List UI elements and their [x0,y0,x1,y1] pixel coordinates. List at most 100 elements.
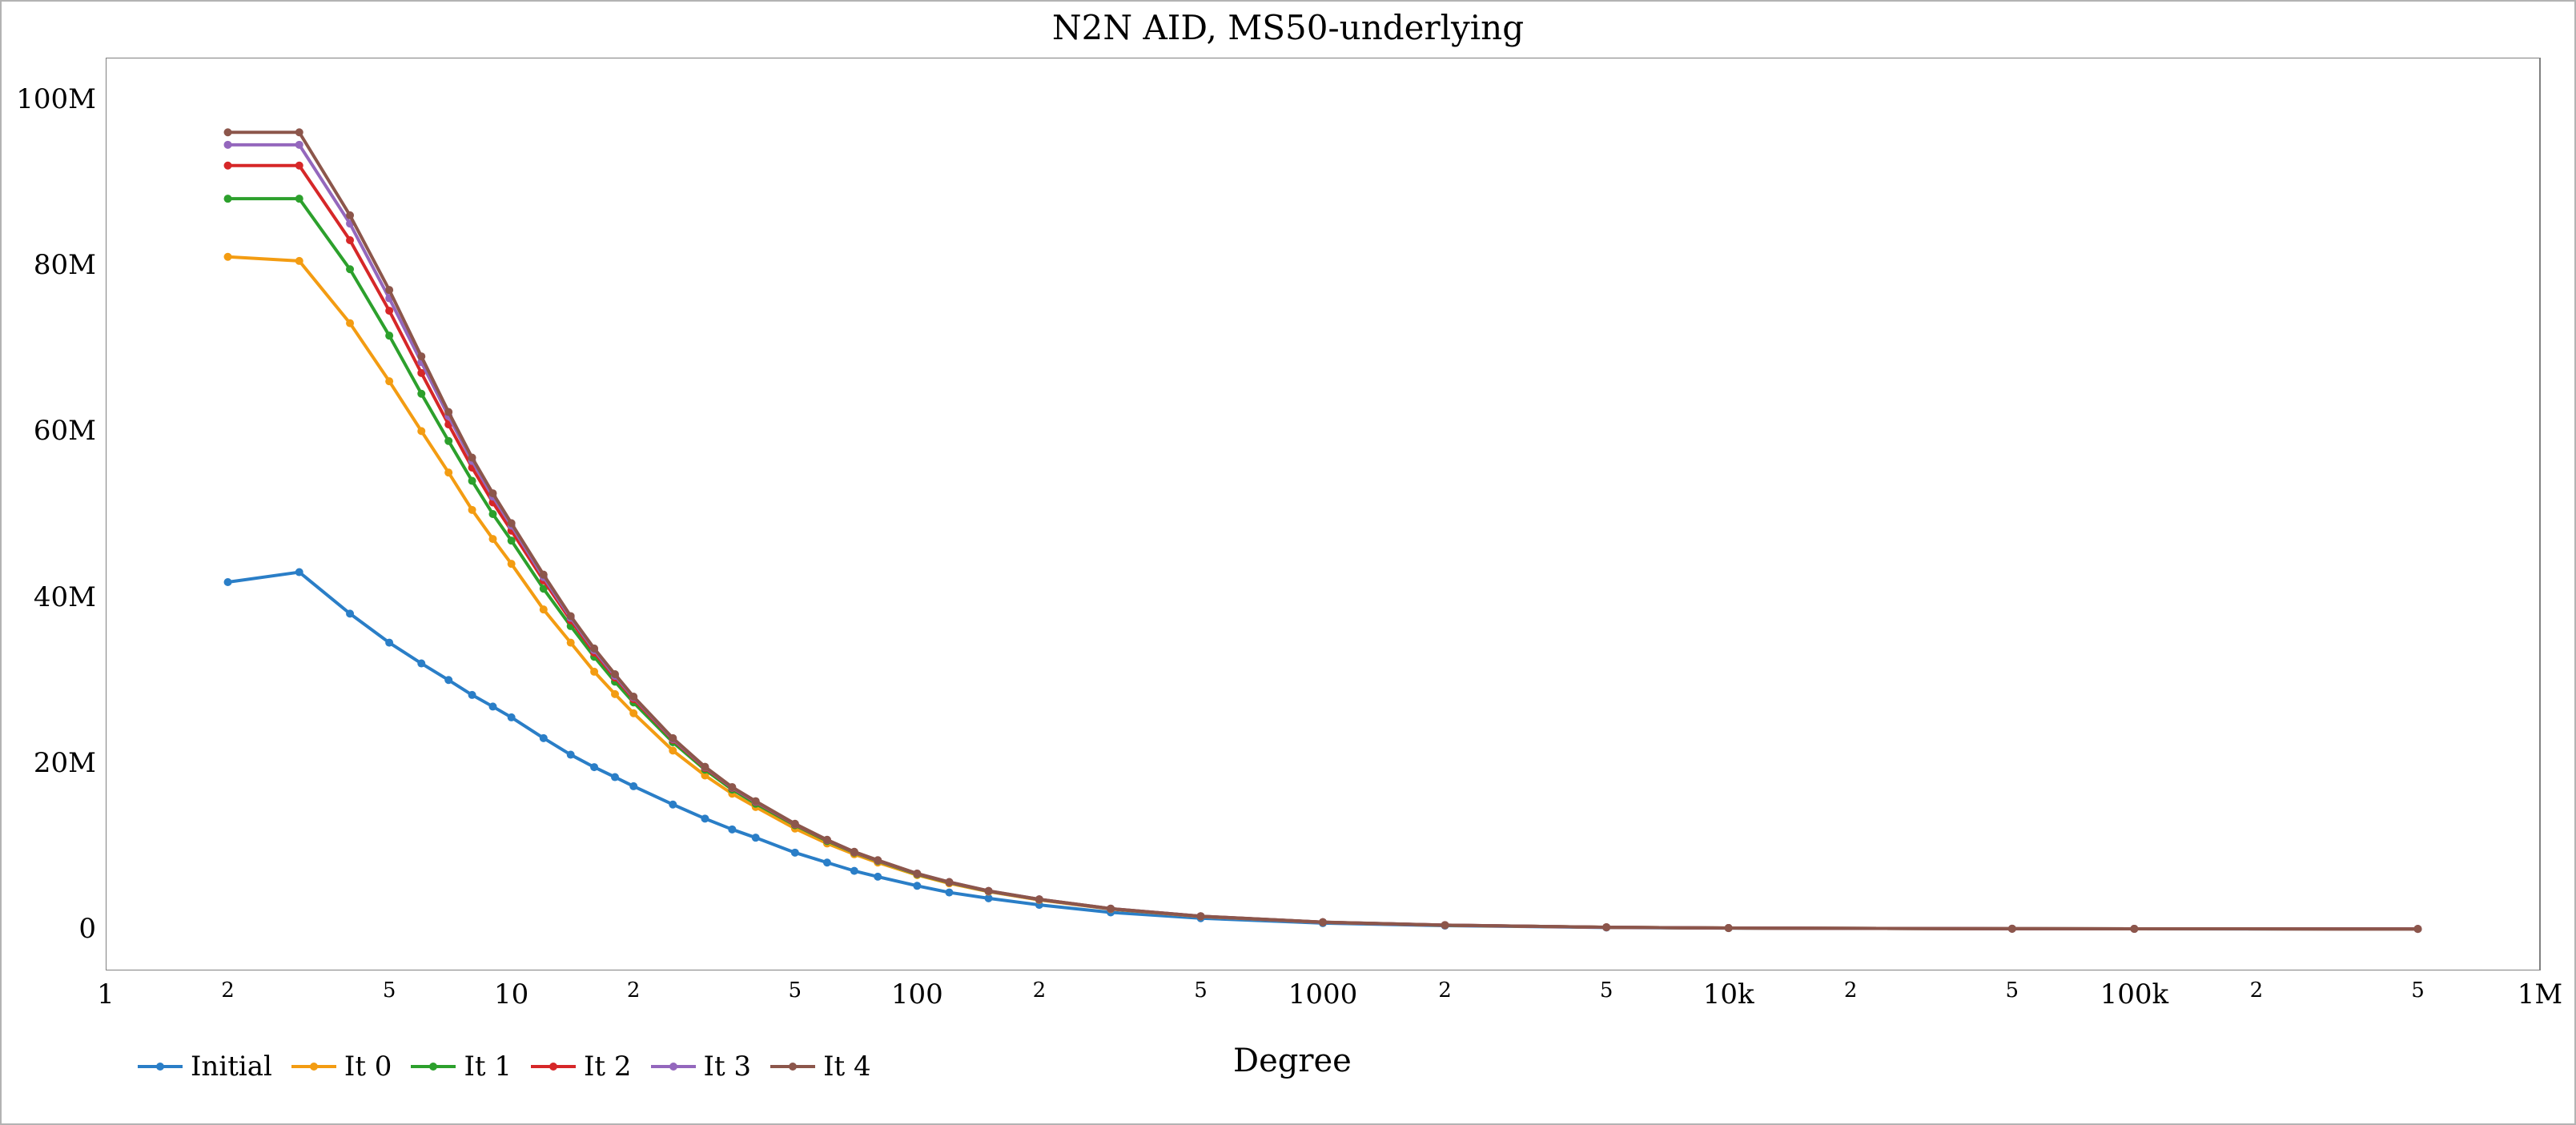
series-marker [468,506,476,514]
x-tick-label: 10 [494,978,528,1010]
series-marker [224,195,232,203]
legend-swatch [651,1059,696,1075]
legend-label: Initial [191,1051,272,1083]
series-marker [791,849,799,857]
plot-area: 020M40M60M80M100M110100100010k100k1M2525… [106,58,2540,970]
series-marker [629,709,637,717]
series-line [228,199,2418,929]
series-marker [224,128,232,136]
legend-label: It 0 [344,1051,392,1083]
legend-item: It 4 [770,1051,871,1083]
series-marker [488,702,496,710]
series-marker [540,605,548,613]
chart-title: N2N AID, MS50-underlying [2,8,2574,47]
series-marker [346,236,354,244]
x-tick-label-minor: 5 [1194,978,1208,1002]
series-marker [1725,924,1733,932]
series-marker [385,377,393,385]
series-marker [590,763,598,771]
series-marker [346,609,354,617]
x-tick-label: 1000 [1288,978,1358,1010]
series-marker [669,734,677,742]
x-tick-label-minor: 2 [1438,978,1452,1002]
legend-swatch [291,1059,336,1075]
series-marker [1602,923,1610,931]
legend-item: It 0 [291,1051,392,1083]
series-marker [850,867,858,875]
legend-item: It 1 [411,1051,512,1083]
series-marker [417,660,425,668]
series-marker [2130,925,2138,933]
series-marker [752,834,760,842]
series-marker [611,690,619,698]
y-tick-label: 0 [78,913,96,945]
x-tick-label-minor: 2 [2250,978,2264,1002]
legend-label: It 4 [823,1051,871,1083]
x-tick-label-minor: 2 [1033,978,1047,1002]
series-marker [752,798,760,806]
x-tick-label: 1M [2518,978,2562,1010]
series-marker [669,801,677,809]
series-marker [2008,925,2016,933]
series-marker [945,878,953,886]
x-tick-label-minor: 2 [221,978,235,1002]
y-tick-label: 80M [34,249,96,281]
series-marker [488,489,496,497]
series-marker [468,454,476,462]
series-layer [106,58,2540,970]
series-marker [791,820,799,828]
chart-container: N2N AID, MS50-underlying 020M40M60M80M10… [0,0,2576,1125]
x-axis-title: Degree [1233,1043,1352,1079]
series-marker [488,510,496,518]
series-marker [1196,912,1204,920]
legend-label: It 1 [464,1051,512,1083]
series-marker [295,257,303,265]
x-tick-label-minor: 5 [1600,978,1614,1002]
legend-label: It 3 [704,1051,752,1083]
x-tick-label: 10k [1703,978,1754,1010]
series-marker [590,668,598,676]
series-marker [444,676,452,684]
series-marker [444,408,452,416]
series-marker [1035,895,1043,903]
series-marker [823,836,831,844]
series-marker [1441,921,1449,929]
series-marker [508,519,516,527]
series-marker [468,691,476,699]
series-marker [224,141,232,149]
series-line [228,166,2418,929]
series-marker [985,887,993,895]
series-marker [488,535,496,543]
legend-swatch [411,1059,456,1075]
x-tick-label: 100 [891,978,943,1010]
series-marker [567,751,575,759]
grid-line-vertical [2540,58,2541,970]
series-marker [417,390,425,398]
series-marker [874,873,882,881]
series-marker [701,763,709,771]
legend-swatch [138,1059,183,1075]
series-marker [611,670,619,678]
series-marker [224,162,232,170]
series-marker [385,331,393,340]
series-marker [417,352,425,360]
series-line [228,132,2418,929]
series-marker [567,612,575,620]
series-marker [385,307,393,315]
series-marker [728,783,736,791]
series-marker [728,826,736,834]
series-marker [508,713,516,721]
x-tick-label: 1 [97,978,115,1010]
series-marker [444,468,452,476]
series-marker [346,265,354,273]
series-marker [468,477,476,485]
x-tick-label-minor: 5 [789,978,802,1002]
legend: Initial It 0 It 1 It 2 It 3 It 4 [138,1051,871,1083]
series-marker [823,858,831,866]
x-tick-label: 100k [2100,978,2169,1010]
series-marker [874,856,882,864]
legend-label: It 2 [584,1051,632,1083]
series-marker [224,253,232,261]
series-marker [629,782,637,790]
series-marker [540,734,548,742]
